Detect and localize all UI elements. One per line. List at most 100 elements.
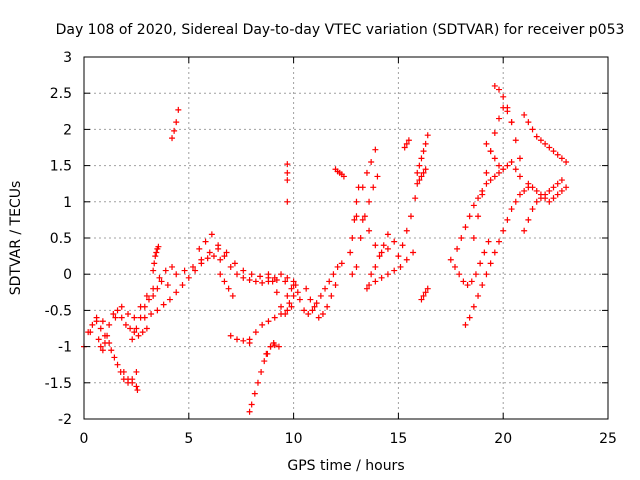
data-point (112, 314, 119, 321)
data-point (422, 289, 429, 296)
data-point (420, 148, 427, 155)
data-point (363, 169, 370, 176)
series-arc-30 (401, 137, 412, 151)
data-point (217, 271, 224, 278)
data-point (338, 260, 345, 267)
data-point (366, 198, 373, 205)
data-point (368, 158, 375, 165)
data-point (271, 314, 278, 321)
data-point (133, 368, 140, 375)
series-arc-35 (454, 158, 523, 252)
data-point (485, 238, 492, 245)
data-point (483, 140, 490, 147)
data-point (173, 119, 180, 126)
data-point (185, 274, 192, 281)
data-point (372, 146, 379, 153)
data-point (258, 368, 265, 375)
data-point (252, 329, 259, 336)
series-arc-08 (141, 253, 224, 321)
data-point (456, 271, 463, 278)
data-point (558, 177, 565, 184)
data-point (458, 235, 465, 241)
data-point (164, 282, 171, 289)
data-point (257, 273, 264, 280)
data-point (265, 271, 272, 278)
series-arc-12 (196, 231, 297, 286)
data-point (372, 278, 379, 285)
data-point (282, 278, 289, 285)
data-point (311, 303, 318, 310)
data-point (563, 158, 570, 165)
data-point (332, 282, 339, 289)
data-point (420, 169, 427, 176)
data-point (483, 169, 490, 176)
data-point (542, 191, 549, 198)
data-point (516, 191, 523, 198)
data-point (516, 173, 523, 180)
series-arc-06 (110, 307, 150, 339)
data-point (418, 173, 425, 180)
data-point (357, 235, 364, 241)
y-tick-label: 0.5 (50, 231, 72, 247)
data-point (378, 274, 385, 281)
x-tick-label: 10 (285, 431, 303, 447)
data-point (294, 289, 301, 296)
data-point (550, 148, 557, 155)
data-point (269, 278, 276, 285)
data-point (169, 135, 176, 142)
data-point (150, 267, 157, 274)
data-point (288, 303, 295, 310)
data-point (500, 93, 507, 100)
data-point (303, 285, 310, 292)
data-point (153, 249, 160, 256)
data-point (401, 144, 408, 151)
data-point (231, 260, 238, 267)
y-tick-label: 1.5 (50, 159, 72, 175)
series-arc-36 (462, 184, 532, 328)
data-point (558, 187, 565, 194)
data-point (129, 336, 136, 343)
data-point (380, 242, 387, 249)
axis-ticks: 0 5 10 15 20 25 -2 -1.5 -1 -0.5 0 0.5 1 1.5 2 2.5 3 (45, 50, 617, 447)
data-point (145, 296, 152, 303)
series-arc-29 (395, 195, 419, 260)
data-point (370, 184, 377, 191)
data-point (464, 282, 471, 289)
data-point (487, 148, 494, 155)
series-arc-26 (353, 213, 398, 256)
data-point (227, 332, 234, 339)
data-point (173, 271, 180, 278)
data-point (472, 271, 479, 278)
series-arc-01 (81, 263, 176, 350)
data-point (554, 180, 561, 187)
data-point (477, 260, 484, 267)
data-point (125, 376, 132, 383)
data-point (259, 279, 266, 286)
data-point (301, 307, 308, 314)
data-point (372, 263, 379, 270)
data-point (110, 311, 117, 318)
data-point (263, 350, 270, 357)
data-point (533, 187, 540, 194)
data-point (160, 301, 167, 308)
data-point (468, 278, 475, 285)
data-point (500, 166, 507, 173)
data-point (508, 158, 515, 165)
data-point (376, 253, 383, 260)
y-tick-label: -0.5 (45, 303, 72, 319)
data-point (361, 213, 368, 220)
data-point (479, 191, 486, 198)
data-point (129, 379, 136, 386)
x-tick-label: 25 (599, 431, 617, 447)
series-arc-39 (483, 140, 503, 169)
data-point (284, 177, 291, 184)
data-point (418, 155, 425, 162)
data-point (122, 321, 129, 328)
series-arc-34 (447, 238, 492, 289)
data-point (240, 267, 247, 274)
data-point (259, 321, 266, 328)
data-point (99, 318, 106, 325)
data-point (154, 307, 161, 314)
data-points (81, 82, 570, 415)
